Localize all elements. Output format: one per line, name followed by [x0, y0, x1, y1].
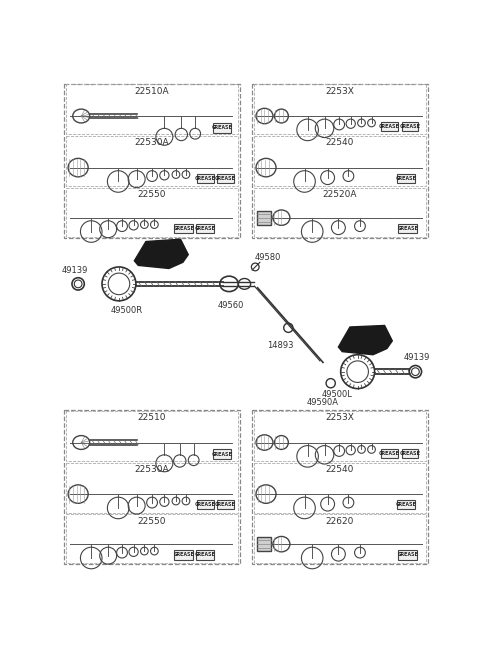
- Text: GREASE: GREASE: [212, 125, 233, 130]
- Bar: [252, 84, 428, 238]
- Text: 49580: 49580: [254, 253, 281, 262]
- Text: GREASE: GREASE: [173, 226, 194, 231]
- Bar: [254, 187, 426, 237]
- Text: 22510: 22510: [138, 413, 166, 422]
- FancyBboxPatch shape: [381, 449, 398, 458]
- FancyBboxPatch shape: [213, 123, 231, 132]
- Bar: [254, 136, 426, 186]
- Bar: [66, 411, 238, 461]
- Text: 22550: 22550: [138, 517, 166, 526]
- Bar: [252, 410, 428, 564]
- FancyBboxPatch shape: [398, 550, 417, 559]
- Text: GREASE: GREASE: [399, 124, 420, 129]
- Bar: [254, 411, 426, 461]
- Text: GREASE: GREASE: [212, 452, 233, 457]
- Text: GREASE: GREASE: [399, 451, 420, 456]
- Text: 22510A: 22510A: [135, 87, 169, 96]
- Text: 22550: 22550: [138, 190, 166, 199]
- FancyBboxPatch shape: [174, 224, 193, 233]
- Bar: [66, 85, 238, 134]
- FancyBboxPatch shape: [217, 174, 234, 183]
- Text: 14893: 14893: [267, 341, 294, 350]
- FancyBboxPatch shape: [196, 550, 215, 559]
- FancyBboxPatch shape: [197, 500, 214, 510]
- Bar: [257, 537, 271, 551]
- Text: 49590A: 49590A: [307, 398, 339, 407]
- Text: GREASE: GREASE: [379, 451, 400, 456]
- FancyBboxPatch shape: [398, 224, 417, 233]
- Text: GREASE: GREASE: [195, 176, 216, 181]
- Text: 22540: 22540: [326, 138, 354, 147]
- Bar: [254, 514, 426, 563]
- Text: 22530A: 22530A: [135, 465, 169, 474]
- Text: 49500R: 49500R: [110, 306, 143, 315]
- FancyBboxPatch shape: [197, 174, 214, 183]
- Text: 49139: 49139: [404, 353, 430, 362]
- Bar: [257, 211, 271, 225]
- Bar: [254, 85, 426, 134]
- Text: GREASE: GREASE: [396, 503, 417, 507]
- Text: 22530A: 22530A: [135, 138, 169, 147]
- Text: GREASE: GREASE: [195, 226, 216, 231]
- Text: GREASE: GREASE: [195, 552, 216, 557]
- Bar: [66, 136, 238, 186]
- Bar: [64, 410, 240, 564]
- Text: GREASE: GREASE: [397, 226, 418, 231]
- Bar: [66, 187, 238, 237]
- Text: 22620: 22620: [326, 517, 354, 526]
- FancyBboxPatch shape: [397, 174, 415, 183]
- Bar: [66, 514, 238, 563]
- FancyBboxPatch shape: [174, 550, 193, 559]
- Text: GREASE: GREASE: [173, 552, 194, 557]
- Text: GREASE: GREASE: [195, 503, 216, 507]
- FancyBboxPatch shape: [381, 122, 398, 131]
- Text: 49560: 49560: [217, 301, 244, 310]
- Bar: [254, 463, 426, 512]
- Text: GREASE: GREASE: [215, 503, 236, 507]
- Text: 49139: 49139: [62, 266, 88, 275]
- Text: 2253X: 2253X: [325, 413, 354, 422]
- FancyBboxPatch shape: [402, 449, 419, 458]
- Polygon shape: [338, 326, 392, 355]
- Polygon shape: [134, 239, 188, 269]
- Text: 49500L: 49500L: [322, 390, 352, 399]
- Text: 22520A: 22520A: [323, 190, 357, 199]
- FancyBboxPatch shape: [397, 500, 415, 510]
- FancyBboxPatch shape: [217, 500, 234, 510]
- FancyBboxPatch shape: [196, 224, 215, 233]
- Text: GREASE: GREASE: [397, 552, 418, 557]
- Bar: [64, 84, 240, 238]
- Text: GREASE: GREASE: [379, 124, 400, 129]
- FancyBboxPatch shape: [213, 449, 231, 459]
- Bar: [66, 463, 238, 512]
- Text: 22540: 22540: [326, 465, 354, 474]
- Text: 2253X: 2253X: [325, 87, 354, 96]
- Text: GREASE: GREASE: [396, 176, 417, 181]
- Text: GREASE: GREASE: [215, 176, 236, 181]
- FancyBboxPatch shape: [402, 122, 419, 131]
